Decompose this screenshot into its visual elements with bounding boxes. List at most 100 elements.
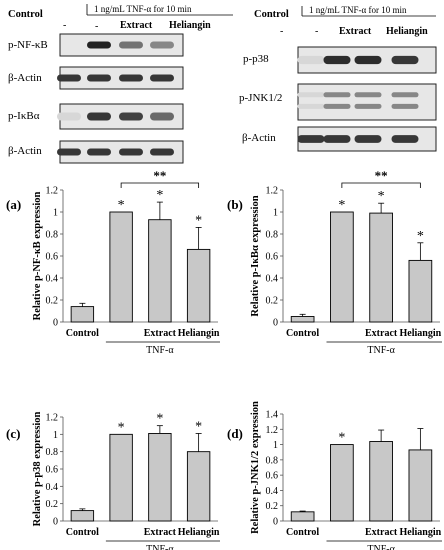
panel-b-significance-3: * (378, 189, 385, 204)
panel-c-bar-2 (109, 433, 133, 522)
blot-right-row-1-lane-3-band (354, 55, 382, 65)
panel-c-group-label: TNF-α (146, 544, 174, 550)
panel-c-category-label-1: Control (66, 527, 99, 538)
blot-left-row-1-bands (87, 41, 174, 49)
blot-left-row-3-lane-2-band (87, 112, 111, 121)
blot-left-row-2-lane-3-band (119, 74, 143, 82)
blot-right-row-1-lane-2-band (323, 55, 351, 65)
panel-a-y-tick-label: 0 (53, 318, 58, 329)
blot-left-row-4-label: β-Actin (8, 145, 42, 157)
blot-left-row-3-bands (57, 112, 174, 121)
panel-d-y-tick-label: 0.6 (266, 471, 279, 482)
panel-b-category-label-4: Heliangin (400, 328, 442, 339)
blot-left-control-header: Control (8, 9, 43, 20)
blot-right-row-1: p-p38 (243, 46, 437, 74)
panel-a-y-tick-label: 1 (53, 208, 58, 219)
panel-b-y-tick-label: 0 (273, 318, 278, 329)
chart-panel-b: (b) Relative p-IκBα expression 0 0.2 0.4 0.6 0… (227, 168, 442, 356)
panel-d-label: (d) (227, 426, 243, 441)
panel-b-category-label-1: Control (286, 328, 319, 339)
panel-b-y-tick-label: 1 (273, 208, 278, 219)
blot-left-row-2-label: β-Actin (8, 72, 42, 84)
panel-a-category-label-1: Control (66, 328, 99, 339)
panel-b-y-axis-label: Relative p-IκBα expression (250, 195, 261, 316)
chart-panel-c: (c) Relative p-p38 expression 0 0.2 0.4 0.6 0.… (6, 411, 220, 550)
panel-a-label: (a) (6, 197, 21, 212)
panel-b-significance-4: * (417, 229, 424, 244)
panel-b-bar-1 (290, 316, 315, 323)
panel-c-y-tick-label: 0.2 (46, 499, 59, 510)
blot-right-dash: - (280, 26, 283, 37)
blot-left-row-1-lane-4-band (150, 41, 174, 49)
blot-right-row-2-lane-3-band-1 (354, 92, 382, 98)
panel-a-bracket-label: ** (153, 168, 166, 183)
blot-left-row-1: p-NF-κB (8, 33, 184, 57)
panel-b-y-tick-label: 0.6 (266, 252, 279, 263)
blot-left-dash: - (63, 20, 66, 31)
blot-right-row-3-bands (297, 135, 419, 143)
panel-b-bar-2 (330, 211, 354, 323)
panel-a-y-axis-label: Relative p-NF-κB expression (32, 191, 43, 320)
panel-d-bar-3 (369, 441, 393, 522)
blot-left-heliangin-header: Heliangin (169, 20, 211, 31)
panel-a-category-label-3: Extract (144, 328, 177, 339)
panel-a-significance-4: * (195, 213, 202, 228)
panel-d-category-label-1: Control (286, 527, 319, 538)
blot-right-row-2-lane-2-band-1 (323, 92, 351, 98)
panel-d-group-label: TNF-α (367, 544, 395, 550)
blot-left-row-1-lane-2-band (87, 41, 111, 49)
blot-right-row-2-membrane (297, 83, 437, 121)
panel-a-y-tick-label: 0.6 (46, 252, 59, 263)
panel-b-bracket (341, 182, 421, 188)
panel-a-y-tick-label: 1.2 (46, 186, 59, 197)
blot-right-row-2-lane-3-band-2 (354, 103, 382, 109)
panel-b-y-tick-label: 1.2 (266, 186, 279, 197)
blot-left-row-4-bands (57, 148, 174, 156)
blot-right-row-3-lane-4-band (391, 135, 419, 143)
blot-left-treatment-header: 1 ng/mL TNF-α for 10 min (94, 4, 192, 14)
panel-c-bar-4 (186, 451, 211, 522)
blot-left-row-1-label: p-NF-κB (8, 39, 48, 51)
blot-right-minus: - (315, 26, 318, 37)
blot-left-extract-header: Extract (120, 20, 153, 31)
panel-d-y-tick-label: 0.8 (266, 455, 279, 466)
blot-right: Control 1 ng/mL TNF-α for 10 min - - Ext… (239, 5, 437, 152)
chart-panel-a: (a) Relative p-NF-κB expression 0 0.2 0.4 0.6… (6, 168, 220, 356)
panel-d-bar-2 (330, 444, 354, 522)
panel-b-y-tick-label: 0.2 (266, 296, 279, 307)
panel-d-category-label-3: Extract (365, 527, 398, 538)
panel-c-category-label-3: Extract (144, 527, 177, 538)
blot-left-row-4-lane-1-band (57, 148, 81, 156)
panel-a-bar-1 (70, 306, 95, 323)
panel-c-y-tick-label: 1 (53, 430, 58, 441)
blot-right-row-1-bands (297, 55, 419, 65)
blot-right-row-2-lane-1-band-2 (297, 103, 325, 109)
blot-left-row-2: β-Actin (8, 66, 184, 90)
panel-c-y-tick-label: 0.4 (46, 482, 59, 493)
panel-d-y-tick-label: 1.4 (266, 410, 279, 421)
blot-right-row-3-lane-2-band (323, 135, 351, 143)
blot-left-row-2-bands (57, 74, 174, 82)
panel-a-category-label-4: Heliangin (178, 328, 220, 339)
blot-left-row-4: β-Actin (8, 140, 184, 164)
blot-left-row-2-lane-2-band (87, 74, 111, 82)
blot-right-row-2-lane-4-band-1 (391, 92, 419, 98)
blot-left-row-2-lane-4-band (150, 74, 174, 82)
blot-right-heliangin-header: Heliangin (386, 26, 428, 37)
panel-a-y-tick-label: 0.2 (46, 296, 59, 307)
panel-a-significance-2: * (118, 198, 125, 213)
panel-b-label: (b) (227, 197, 243, 212)
panel-b-group-label: TNF-α (367, 345, 395, 356)
panel-a-bar-4 (186, 248, 211, 323)
blot-right-row-1-lane-4-band (391, 55, 419, 65)
panel-a-bracket (120, 182, 200, 188)
panel-b-bracket-label: ** (375, 168, 388, 183)
panel-b-y-tick-label: 0.4 (266, 274, 279, 285)
panel-b-category-label-3: Extract (365, 328, 398, 339)
blot-left-row-3-lane-3-band (119, 112, 143, 121)
blot-right-row-1-label: p-p38 (243, 53, 269, 65)
blot-left-row-3: p-IκBα (8, 103, 184, 130)
panel-c-category-label-4: Heliangin (178, 527, 220, 538)
panel-c-y-tick-label: 1.2 (46, 413, 59, 424)
